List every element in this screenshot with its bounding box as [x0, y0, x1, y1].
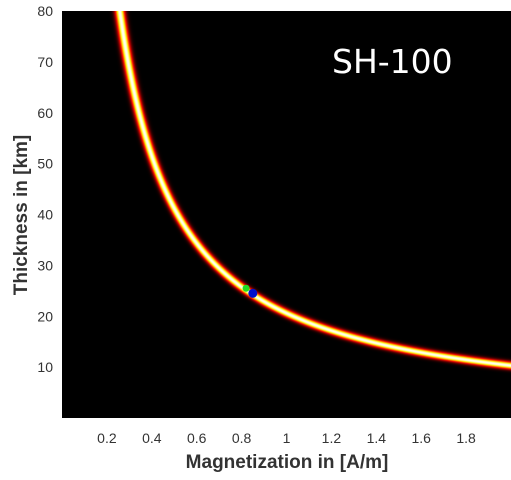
chart-annotation: SH-100: [332, 42, 453, 81]
x-tick-label: 0.8: [232, 430, 252, 446]
y-tick-label: 30: [37, 257, 53, 273]
data-point-1: [242, 284, 250, 292]
y-tick-label: 10: [37, 359, 53, 375]
x-tick-label: 0.6: [187, 430, 207, 446]
x-tick-label: 1: [283, 430, 291, 446]
x-tick-label: 0.2: [97, 430, 117, 446]
y-axis-ticks: 10 20 30 40 50 60 70 80: [37, 3, 53, 375]
x-tick-label: 0.4: [142, 430, 162, 446]
y-tick-label: 70: [37, 54, 53, 70]
y-tick-label: 60: [37, 105, 53, 121]
y-tick-label: 50: [37, 156, 53, 172]
data-points: [242, 284, 258, 298]
y-tick-label: 40: [37, 207, 53, 223]
x-tick-label: 1.2: [322, 430, 342, 446]
heatmap-area: [62, 11, 511, 418]
x-tick-label: 1.8: [456, 430, 476, 446]
x-axis-label: Magnetization in [A/m]: [186, 452, 389, 473]
heatmap-image: [62, 11, 511, 418]
y-axis-label: Thickness in [km]: [11, 135, 32, 296]
y-tick-label: 80: [37, 3, 53, 19]
y-tick-label: 20: [37, 308, 53, 324]
x-tick-label: 1.4: [367, 430, 387, 446]
x-axis-ticks: 0.2 0.4 0.6 0.8 1 1.2 1.4 1.6 1.8: [97, 430, 476, 446]
x-tick-label: 1.6: [411, 430, 431, 446]
data-point-2: [248, 288, 258, 298]
